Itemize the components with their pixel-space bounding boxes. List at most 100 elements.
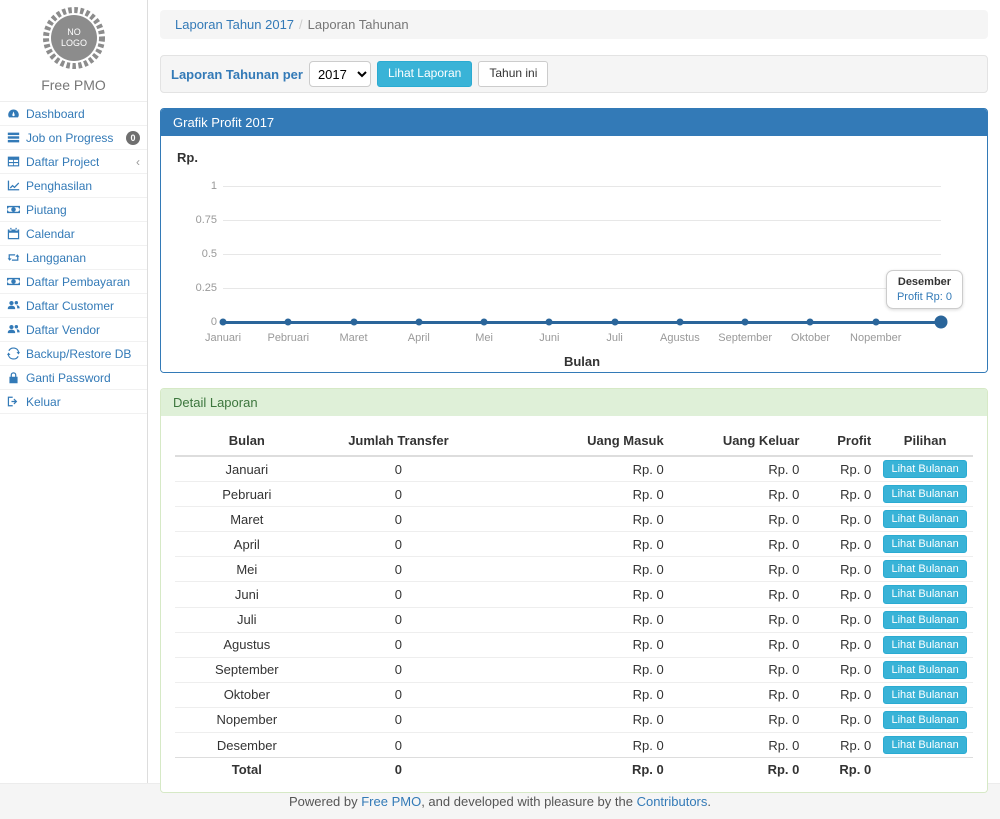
cell-uang-keluar: Rp. 0 [669, 732, 806, 758]
data-point-oktober [806, 318, 814, 326]
tahun-ini-button[interactable]: Tahun ini [478, 61, 549, 87]
footer-prefix: Powered by [288, 794, 362, 809]
cell-bulan: Agustus [175, 631, 319, 658]
lihat-bulanan-button[interactable]: Lihat Bulanan [883, 685, 967, 704]
cell-jumlah-transfer: 0 [318, 531, 479, 557]
x-tick-label: Januari [204, 332, 242, 344]
data-point-september [741, 318, 749, 326]
lihat-bulanan-button[interactable]: Lihat Bulanan [883, 585, 967, 604]
sidebar-menu: Dashboard Job on Progress 0 Daftar Project ‹… [0, 102, 147, 414]
cell-profit: Rp. 0 [805, 706, 878, 733]
year-select[interactable]: 2017 [308, 61, 371, 87]
col-header-profit: Profit [805, 426, 878, 457]
free-pmo-link[interactable]: Free PMO [361, 794, 422, 809]
cell-jumlah-transfer: 0 [318, 606, 479, 633]
sidebar-item-job-on-progress[interactable]: Job on Progress 0 [0, 126, 147, 150]
svg-text:LOGO: LOGO [60, 38, 86, 48]
sidebar-item-langganan[interactable]: Langganan [0, 246, 147, 270]
sidebar-item-calendar[interactable]: Calendar [0, 222, 147, 246]
y-tick-label: 1 [210, 180, 217, 192]
sidebar-item-label: Daftar Vendor [26, 322, 101, 337]
breadcrumb-link-laporan-tahun[interactable]: Laporan Tahun 2017 [175, 17, 295, 32]
job-count-badge: 0 [126, 130, 140, 145]
lihat-bulanan-button[interactable]: Lihat Bulanan [883, 460, 967, 479]
total-jumlah-transfer: 0 [318, 757, 479, 782]
lihat-bulanan-button[interactable]: Lihat Bulanan [883, 485, 967, 504]
data-point-desember [934, 315, 948, 329]
cell-jumlah-transfer: 0 [318, 506, 479, 532]
cell-profit: Rp. 0 [805, 455, 878, 482]
cell-profit: Rp. 0 [805, 556, 878, 582]
lihat-bulanan-button[interactable]: Lihat Bulanan [883, 736, 967, 755]
lihat-bulanan-button[interactable]: Lihat Bulanan [883, 560, 967, 579]
sidebar-item-label: Backup/Restore DB [26, 346, 132, 361]
sidebar-item-backup-restore-db[interactable]: Backup/Restore DB [0, 342, 147, 366]
lihat-bulanan-button[interactable]: Lihat Bulanan [883, 710, 967, 730]
cell-uang-keluar: Rp. 0 [669, 581, 806, 608]
sidebar-item-daftar-customer[interactable]: Daftar Customer [0, 294, 147, 318]
cell-uang-keluar: Rp. 0 [669, 656, 806, 683]
chart-tooltip-title: Desember [897, 276, 952, 288]
cell-jumlah-transfer: 0 [318, 631, 479, 658]
footer-text: Powered by Free PMO, and developed with … [289, 794, 711, 809]
data-point-mei [480, 318, 488, 326]
lihat-bulanan-button[interactable]: Lihat Bulanan [883, 610, 967, 629]
table-row: Desember 0 Rp. 0 Rp. 0 Rp. 0 Lihat Bulanan [175, 732, 973, 758]
cell-uang-keluar: Rp. 0 [669, 631, 806, 658]
cell-profit: Rp. 0 [805, 656, 878, 683]
table-row: Juni 0 Rp. 0 Rp. 0 Rp. 0 Lihat Bulanan [175, 581, 973, 608]
tasks-icon [7, 131, 20, 144]
sidebar-item-label: Job on Progress [26, 130, 114, 145]
cell-bulan: September [175, 656, 319, 683]
chart-plot-area: Desember Profit Rp: 0 Bulan 1 0.75 0.5 0.25… [196, 180, 963, 369]
col-header-uang-keluar: Uang Keluar [669, 426, 806, 457]
cell-uang-keluar: Rp. 0 [669, 706, 806, 733]
cell-pilihan: Lihat Bulanan [877, 481, 973, 507]
profit-chart-panel-body: Rp. Desember Profit Rp: 0 Bulan 1 0.75 0.5… [161, 136, 987, 372]
cell-uang-masuk: Rp. 0 [478, 681, 670, 708]
cell-jumlah-transfer: 0 [318, 556, 479, 582]
sidebar-item-daftar-project[interactable]: Daftar Project ‹ [0, 150, 147, 174]
chart-gridline: 0.5 [202, 248, 941, 260]
cell-pilihan: Lihat Bulanan [877, 531, 973, 557]
calendar-icon [7, 227, 20, 240]
sidebar-item-label: Dashboard [26, 106, 85, 121]
lihat-bulanan-button[interactable]: Lihat Bulanan [883, 510, 967, 529]
refresh-icon [7, 347, 20, 360]
lihat-bulanan-button[interactable]: Lihat Bulanan [883, 660, 967, 679]
sidebar-item-label: Ganti Password [26, 370, 111, 385]
table-icon [7, 155, 20, 168]
chart-x-axis-title: Bulan [563, 354, 601, 369]
cell-jumlah-transfer: 0 [318, 581, 479, 608]
cell-pilihan: Lihat Bulanan [877, 556, 973, 582]
sidebar-item-label: Daftar Customer [26, 298, 115, 313]
cell-bulan: Juli [175, 606, 319, 633]
sidebar-item-keluar[interactable]: Keluar [0, 390, 147, 414]
x-tick-label: September [718, 332, 773, 344]
sidebar-item-piutang[interactable]: Piutang [0, 198, 147, 222]
breadcrumb-current: Laporan Tahunan [307, 17, 409, 32]
sidebar-item-daftar-pembayaran[interactable]: Daftar Pembayaran [0, 270, 147, 294]
users-icon [7, 299, 20, 312]
col-header-bulan: Bulan [175, 426, 319, 457]
cell-uang-keluar: Rp. 0 [669, 531, 806, 557]
users-icon [7, 323, 20, 336]
sidebar-item-daftar-vendor[interactable]: Daftar Vendor [0, 318, 147, 342]
chevron-left-icon: ‹ [136, 154, 140, 169]
sidebar-item-dashboard[interactable]: Dashboard [0, 102, 147, 126]
sidebar-item-label: Penghasilan [26, 178, 93, 193]
sidebar-item-ganti-password[interactable]: Ganti Password [0, 366, 147, 390]
cell-uang-keluar: Rp. 0 [669, 556, 806, 582]
detail-laporan-panel-title: Detail Laporan [161, 389, 987, 416]
lihat-bulanan-button[interactable]: Lihat Bulanan [883, 635, 967, 654]
lihat-laporan-button[interactable]: Lihat Laporan [376, 61, 473, 87]
cell-pilihan: Lihat Bulanan [877, 455, 973, 482]
cell-bulan: Juni [175, 581, 319, 608]
lihat-bulanan-button[interactable]: Lihat Bulanan [883, 535, 967, 554]
chart-gridline: 0.75 [196, 214, 941, 226]
chart-tooltip-value: Profit Rp: 0 [896, 291, 952, 303]
line-chart-icon [7, 179, 20, 192]
contributors-link[interactable]: Contributors [636, 794, 708, 809]
sidebar-item-penghasilan[interactable]: Penghasilan [0, 174, 147, 198]
sidebar-item-label: Daftar Pembayaran [26, 274, 131, 289]
